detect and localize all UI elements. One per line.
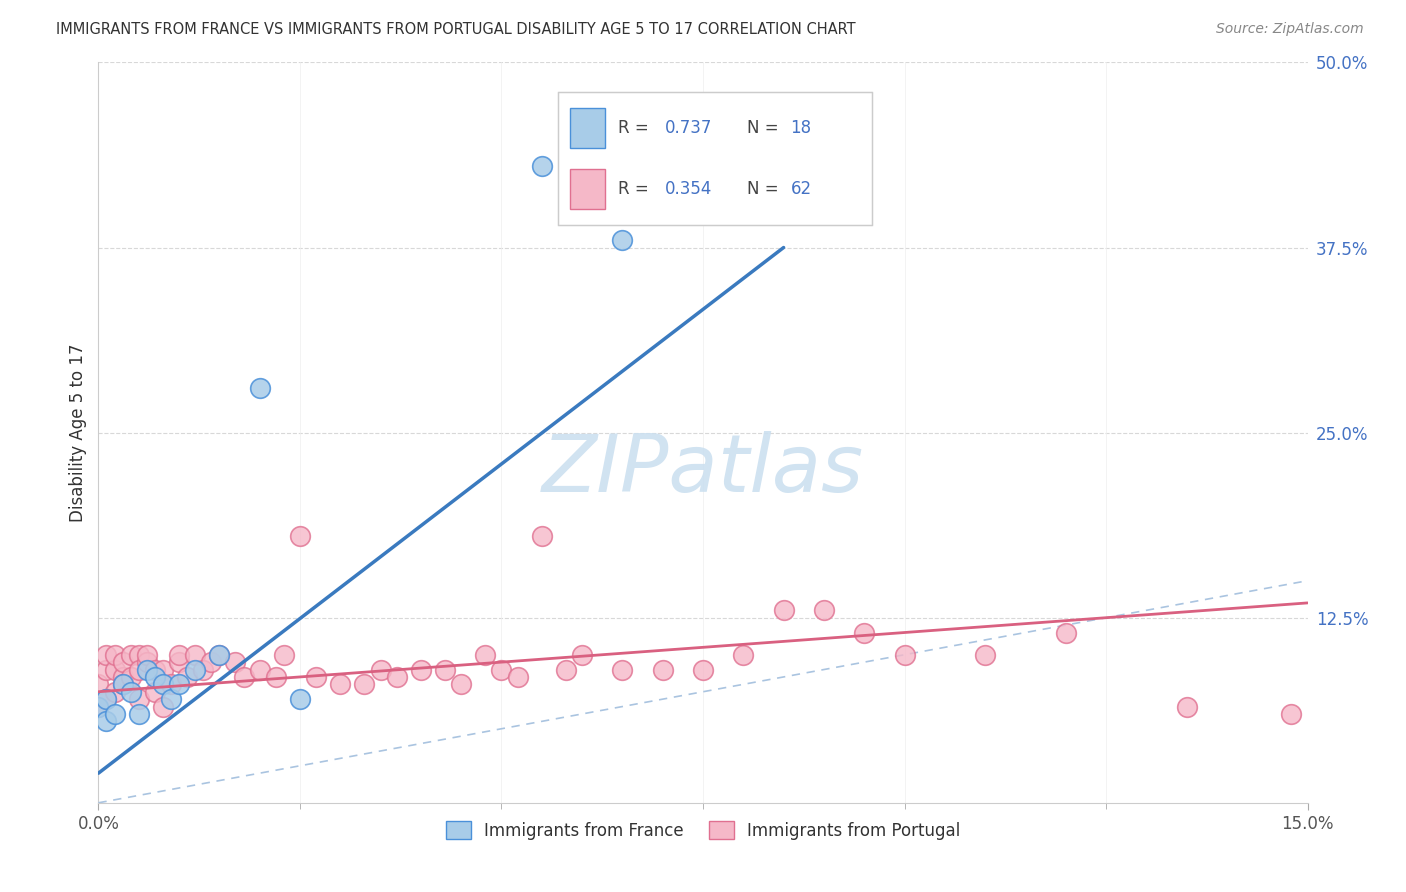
Point [772,603,794,617]
Text: ZIPatlas: ZIPatlas [541,431,865,508]
Point [232,670,254,684]
Text: Source: ZipAtlas.com: Source: ZipAtlas.com [1216,22,1364,37]
Point [813,603,835,617]
Point [135,648,157,662]
Point [249,381,271,395]
Point [103,706,125,721]
Point [491,663,513,677]
Point [329,677,352,691]
Point [370,663,392,677]
Point [530,159,553,173]
Point [96,663,118,677]
Point [135,655,157,669]
Point [288,692,311,706]
Point [208,648,231,662]
Point [733,648,755,662]
Point [96,692,118,706]
Point [103,648,125,662]
Point [96,714,118,729]
Y-axis label: Disability Age 5 to 17: Disability Age 5 to 17 [69,343,87,522]
Point [111,677,134,691]
Point [571,648,593,662]
Point [530,529,553,543]
Point [434,663,457,677]
Point [974,648,997,662]
Point [450,677,472,691]
Point [152,677,174,691]
Point [506,670,529,684]
Point [1175,699,1198,714]
Point [120,648,142,662]
Point [305,670,328,684]
Point [176,670,198,684]
Point [128,648,150,662]
Point [692,663,714,677]
Point [249,663,271,677]
Point [200,655,222,669]
Point [273,648,295,662]
Point [612,663,634,677]
Point [1054,625,1077,640]
Point [160,692,183,706]
Legend: Immigrants from France, Immigrants from Portugal: Immigrants from France, Immigrants from … [439,814,967,847]
Point [264,670,287,684]
Point [353,677,375,691]
Point [651,663,673,677]
Point [111,655,134,669]
Point [87,699,110,714]
Point [111,670,134,684]
Point [474,648,496,662]
Point [160,677,183,691]
Point [103,685,125,699]
Point [135,663,157,677]
Point [128,663,150,677]
Point [612,233,634,247]
Point [385,670,408,684]
Point [184,648,207,662]
Point [167,655,190,669]
Point [128,692,150,706]
Point [224,655,246,669]
Point [96,692,118,706]
Point [167,648,190,662]
Point [184,663,207,677]
Point [409,663,432,677]
Point [555,663,578,677]
Point [143,685,166,699]
Point [120,670,142,684]
Point [152,663,174,677]
Point [128,706,150,721]
Point [87,677,110,691]
Point [853,625,876,640]
Point [87,699,110,714]
Point [143,663,166,677]
Point [1281,706,1303,721]
Point [208,648,231,662]
Point [120,685,142,699]
Point [111,677,134,691]
Point [193,663,215,677]
Point [288,529,311,543]
Point [96,648,118,662]
Point [143,670,166,684]
Point [167,677,190,691]
Point [152,699,174,714]
Text: IMMIGRANTS FROM FRANCE VS IMMIGRANTS FROM PORTUGAL DISABILITY AGE 5 TO 17 CORREL: IMMIGRANTS FROM FRANCE VS IMMIGRANTS FRO… [56,22,856,37]
Point [103,663,125,677]
Point [893,648,915,662]
